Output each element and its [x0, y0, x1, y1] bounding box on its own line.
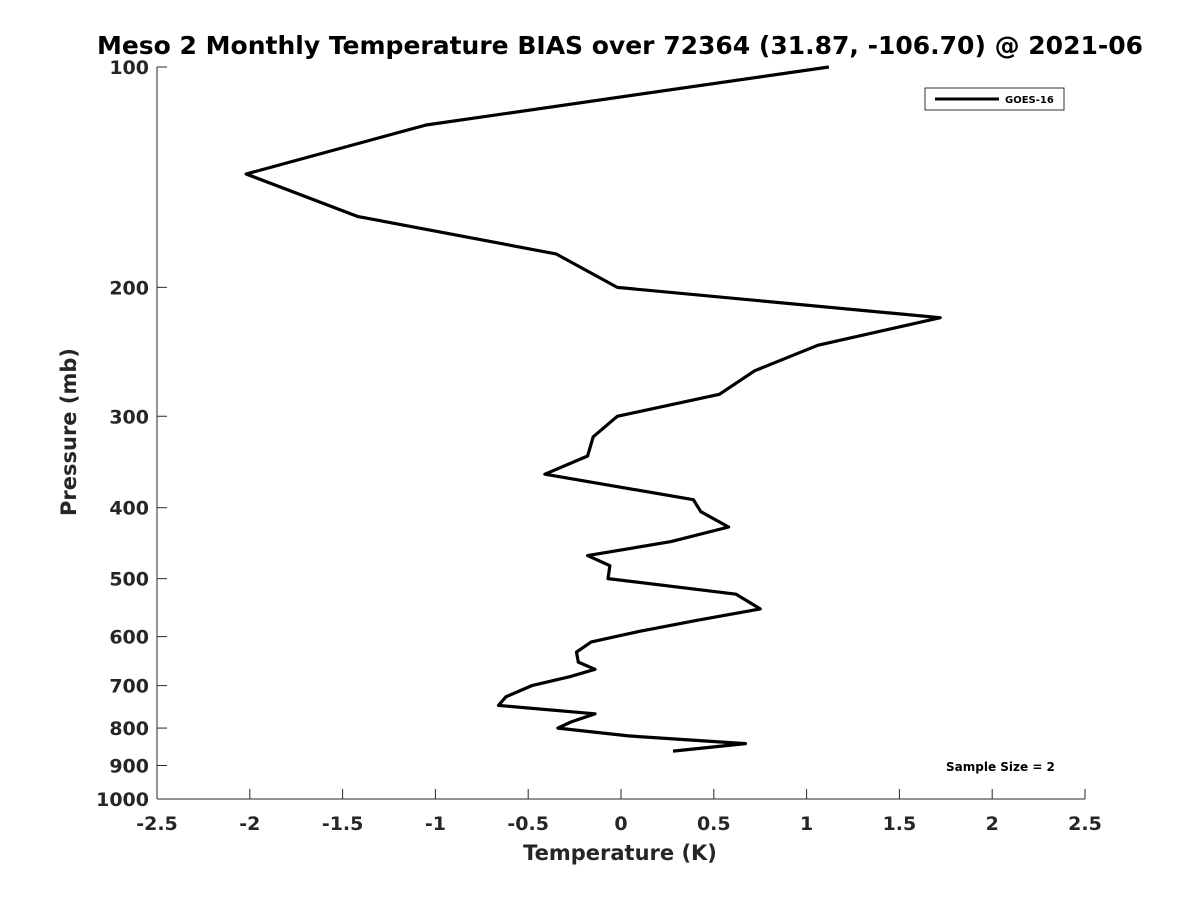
y-tick-label: 500 [109, 569, 149, 591]
y-tick-label: 1000 [96, 789, 149, 811]
x-tick-label: -0.5 [507, 813, 549, 835]
y-tick-label: 200 [109, 277, 149, 299]
y-tick-label: 400 [109, 498, 149, 520]
plot-area [156, 67, 1085, 800]
x-tick-label: 0.5 [697, 813, 731, 835]
y-tick-label: 600 [109, 627, 149, 649]
y-tick-label: 300 [109, 406, 149, 428]
x-tick-label: -2 [239, 813, 260, 835]
x-tick-label: 1 [800, 813, 813, 835]
y-axis-label: Pressure (mb) [57, 348, 81, 516]
y-tick-label: 900 [109, 756, 149, 778]
x-tick-label: -1 [425, 813, 446, 835]
y-tick-label: 100 [109, 57, 149, 79]
sample-size-note: Sample Size = 2 [946, 760, 1055, 774]
chart-title: Meso 2 Monthly Temperature BIAS over 723… [97, 31, 1143, 60]
x-axis-label: Temperature (K) [523, 841, 717, 865]
legend-label-goes-16: GOES-16 [1005, 95, 1054, 106]
x-tick-label: 1.5 [883, 813, 917, 835]
y-tick-label: 800 [109, 718, 149, 740]
x-tick-label: -2.5 [136, 813, 178, 835]
y-tick-label: 700 [109, 676, 149, 698]
series-line-goes-16 [244, 65, 942, 753]
axis-ticks: -2.5 -2 -1.5 -1 -0.5 0 0.5 1 1.5 2 2.5 100 200 300 400… [96, 57, 1102, 835]
legend: GOES-16 [924, 87, 1065, 111]
x-tick-label: -1.5 [322, 813, 364, 835]
x-tick-label: 2.5 [1068, 813, 1102, 835]
x-tick-label: 2 [986, 813, 999, 835]
x-tick-label: 0 [614, 813, 627, 835]
